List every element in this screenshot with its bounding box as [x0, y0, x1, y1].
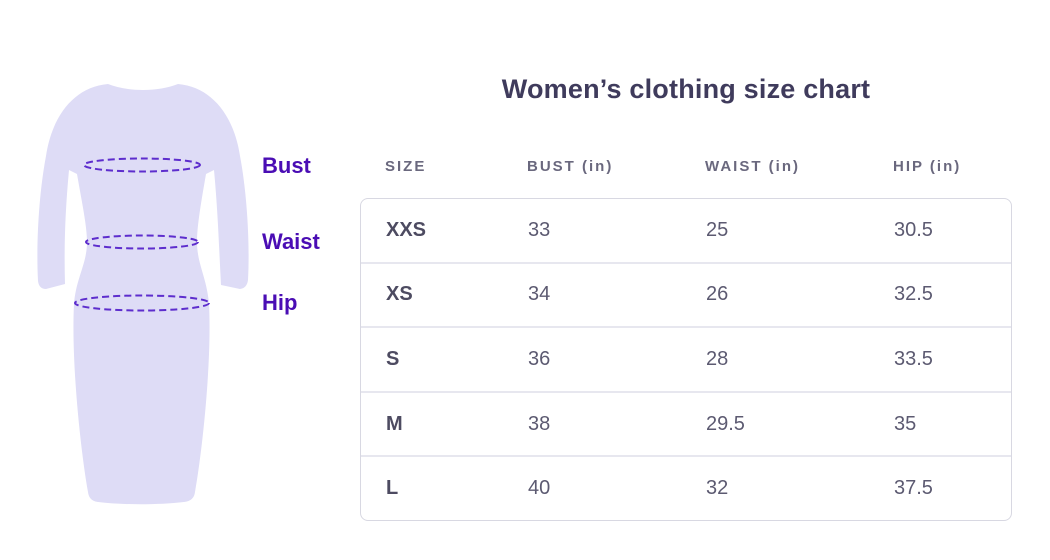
hip-cell: 30.5 — [894, 218, 933, 241]
size-table: XXS 33 25 30.5 XS 34 26 32.5 S 36 28 33.… — [360, 198, 1012, 521]
table-row-xs: XS 34 26 32.5 — [361, 261, 1011, 327]
waist-label: Waist — [262, 229, 320, 254]
bust-cell: 38 — [528, 412, 551, 435]
size-cell: S — [386, 347, 400, 370]
waist-measure-ellipse — [85, 234, 199, 250]
bust-cell: 36 — [528, 347, 551, 370]
hip-cell: 32.5 — [894, 283, 933, 306]
waist-cell: 28 — [706, 347, 729, 370]
waist-cell: 29.5 — [706, 412, 745, 435]
size-cell: L — [386, 477, 399, 500]
table-row-xxs: XXS 33 25 30.5 — [361, 199, 1011, 262]
size-cell: M — [386, 412, 403, 435]
dress-silhouette — [37, 84, 249, 505]
hip-cell: 33.5 — [894, 347, 933, 370]
bust-measure-ellipse — [83, 157, 201, 173]
hip-cell: 37.5 — [894, 477, 933, 500]
bust-cell: 40 — [528, 477, 551, 500]
table-row-s: S 36 28 33.5 — [361, 326, 1011, 391]
column-header-bust: BUST (in) — [527, 158, 614, 175]
column-header-hip: HIP (in) — [893, 158, 962, 175]
hip-cell: 35 — [894, 412, 917, 435]
column-header-size: SIZE — [385, 158, 427, 175]
table-row-m: M 38 29.5 35 — [361, 390, 1011, 456]
size-cell: XXS — [386, 218, 427, 241]
waist-cell: 32 — [706, 477, 729, 500]
bust-label: Bust — [262, 153, 311, 178]
waist-cell: 25 — [706, 218, 729, 241]
table-row-l: L 40 32 37.5 — [361, 455, 1011, 520]
hip-label: Hip — [262, 290, 298, 315]
size-cell: XS — [386, 283, 413, 306]
bust-cell: 34 — [528, 283, 551, 306]
page-title: Women’s clothing size chart — [501, 74, 871, 104]
bust-cell: 33 — [528, 218, 551, 241]
waist-cell: 26 — [706, 283, 729, 306]
column-header-waist: WAIST (in) — [705, 158, 800, 175]
hip-measure-ellipse — [74, 294, 210, 312]
dress-illustration — [37, 84, 249, 505]
table-header-row: SIZE BUST (in) WAIST (in) HIP (in) — [360, 158, 1012, 175]
